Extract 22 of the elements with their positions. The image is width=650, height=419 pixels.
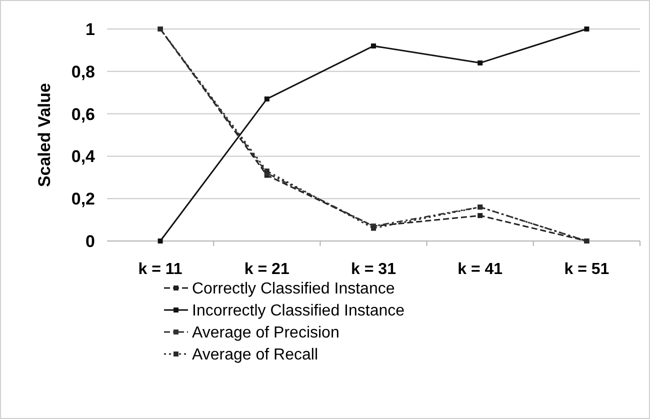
x-tick-label: k = 31 [351,261,396,278]
y-tick-label: 0,6 [71,104,95,124]
point [478,213,483,218]
y-tick-label: 0,2 [71,190,95,209]
y-axis-title: Scaled Value [35,83,54,187]
y-tick-label: 0,8 [71,62,95,82]
y-tick-label: 0 [86,232,95,251]
legend-label: Incorrectly Classified Instance [192,302,405,320]
x-tick-label: k = 11 [138,261,182,278]
point [158,238,163,244]
point [371,43,376,48]
y-tick-label: 0,4 [71,147,96,166]
point [264,96,270,102]
y-tick-label: 1 [86,20,95,39]
point [584,26,590,32]
x-tick-label: k = 21 [244,261,290,278]
legend-label: Average of Precision [192,324,340,342]
legend-label: Correctly Classified Instance [192,280,395,298]
x-tick-label: k = 41 [458,261,503,278]
point [478,60,483,66]
x-tick-label: k = 51 [564,261,610,278]
legend-label: Average of Recall [192,346,318,364]
